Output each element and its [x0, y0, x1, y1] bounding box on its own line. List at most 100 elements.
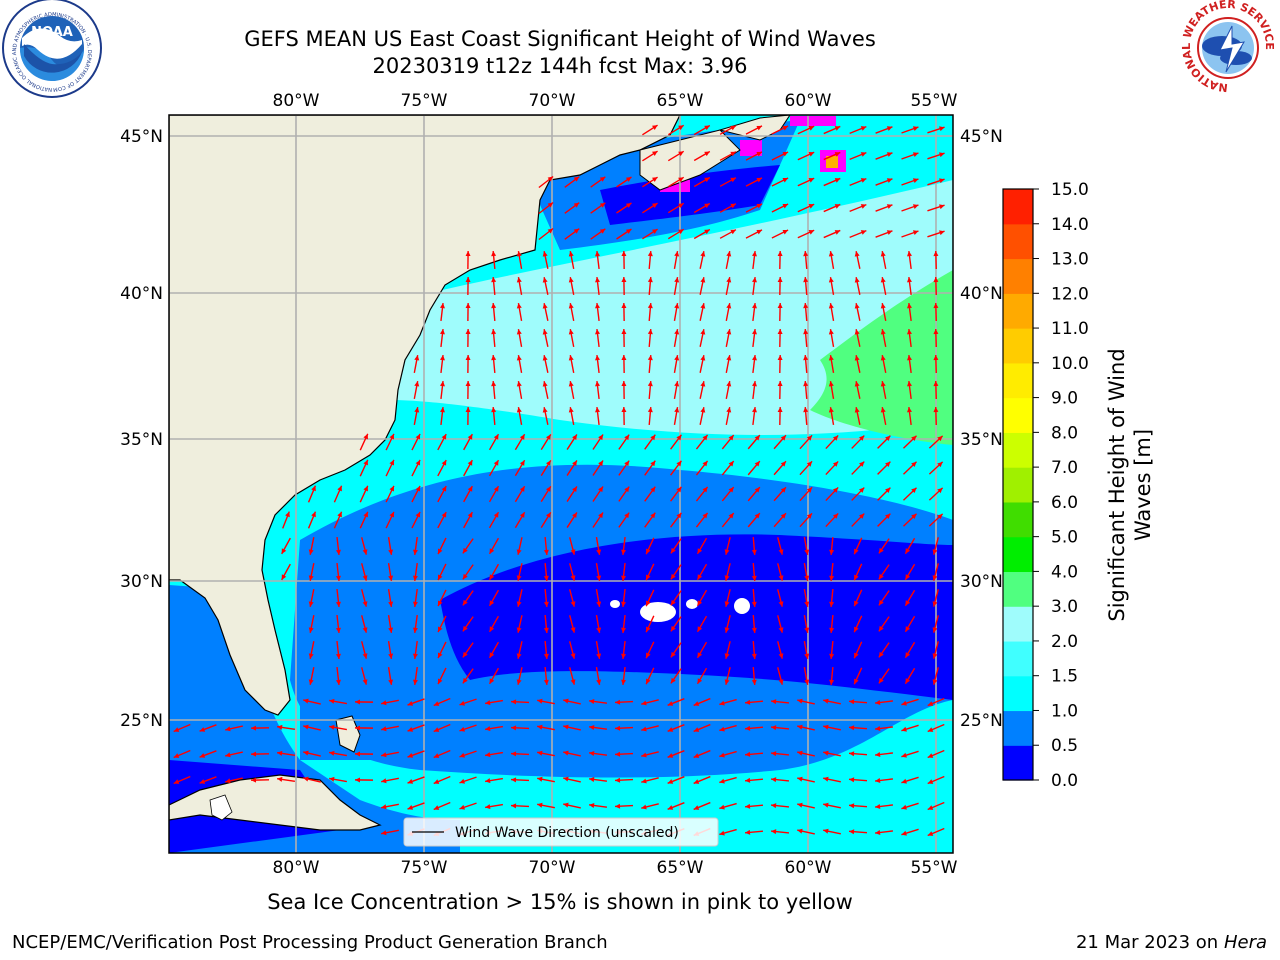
- wind-wave-arrow: [543, 562, 549, 582]
- wind-wave-arrow: [696, 537, 708, 555]
- wind-wave-arrow: [699, 355, 706, 373]
- wind-wave-arrow: [488, 563, 500, 581]
- wind-wave-arrow: [773, 434, 787, 450]
- wind-wave-arrow: [803, 250, 809, 270]
- lat-label-left: 35°N: [120, 430, 163, 450]
- colorbar-segment: [1003, 328, 1033, 364]
- wind-wave-arrow: [849, 203, 867, 213]
- wind-wave-arrow: [588, 777, 608, 782]
- wind-wave-arrow: [566, 460, 578, 476]
- wind-wave-arrow: [510, 751, 530, 757]
- wind-wave-arrow: [667, 228, 685, 240]
- wind-wave-arrow: [902, 461, 918, 475]
- colorbar-tick-label: 10.0: [1051, 354, 1089, 374]
- wind-wave-arrow: [361, 563, 368, 581]
- wind-wave-arrow: [621, 302, 627, 322]
- wind-wave-arrow: [354, 777, 374, 783]
- wind-wave-arrow: [568, 251, 575, 269]
- wind-wave-arrow: [618, 512, 630, 528]
- lat-label-left: 45°N: [120, 127, 163, 147]
- wind-wave-arrow: [721, 460, 735, 476]
- wind-wave-arrow: [537, 776, 555, 783]
- wind-wave-arrow: [693, 176, 711, 188]
- wind-wave-arrow: [282, 511, 290, 529]
- lon-label-bottom: 55°W: [911, 858, 958, 878]
- wind-wave-arrow: [751, 614, 757, 634]
- wind-wave-arrow: [853, 589, 863, 607]
- wind-wave-arrow: [933, 354, 939, 374]
- wind-wave-arrow: [459, 750, 477, 758]
- lon-label-top: 70°W: [529, 91, 576, 111]
- wind-wave-arrow: [568, 303, 575, 321]
- wind-wave-arrow: [647, 250, 653, 270]
- wind-wave-arrow: [437, 511, 447, 529]
- wind-wave-arrow: [592, 460, 604, 476]
- wind-wave-arrow: [491, 302, 497, 322]
- wind-wave-arrow: [564, 228, 580, 240]
- wind-wave-arrow: [439, 406, 445, 426]
- wind-wave-arrow: [828, 355, 835, 373]
- wind-wave-arrow: [465, 406, 471, 426]
- wind-wave-arrow: [281, 537, 291, 555]
- wind-wave-arrow: [644, 512, 656, 528]
- wind-wave-arrow: [875, 230, 893, 238]
- wind-wave-arrow: [829, 640, 835, 660]
- wind-wave-arrow: [543, 536, 549, 556]
- wind-wave-arrow: [745, 125, 763, 135]
- wind-wave-arrow: [588, 699, 608, 704]
- wind-wave-arrow: [670, 668, 682, 684]
- wind-wave-arrow: [823, 177, 841, 187]
- lat-label-right: 40°N: [960, 284, 1003, 304]
- wind-wave-arrow: [725, 407, 732, 425]
- wind-wave-arrow: [459, 802, 477, 810]
- wind-wave-arrow: [484, 725, 504, 732]
- wind-wave-arrow: [595, 589, 602, 607]
- wind-wave-arrow: [463, 485, 473, 503]
- wind-wave-arrow: [595, 563, 602, 581]
- wind-wave-arrow: [875, 152, 893, 160]
- wind-wave-arrow: [719, 125, 737, 135]
- wind-wave-arrow: [829, 588, 835, 608]
- wind-wave-arrow: [932, 537, 939, 555]
- wind-wave-arrow: [411, 485, 421, 503]
- colorbar-tick-label: 14.0: [1051, 215, 1089, 235]
- wind-wave-arrow: [744, 699, 764, 705]
- wind-wave-arrow: [724, 589, 731, 607]
- colorbar-tick-label: 15.0: [1051, 180, 1089, 200]
- wind-wave-arrow: [595, 537, 602, 555]
- wind-wave-arrow: [667, 202, 685, 214]
- wind-wave-arrow: [880, 329, 887, 347]
- wind-wave-arrow: [770, 699, 790, 705]
- wind-wave-arrow: [439, 354, 445, 374]
- wind-wave-arrow: [752, 250, 757, 270]
- wind-wave-arrow: [901, 724, 919, 732]
- wind-wave-arrow: [744, 829, 764, 835]
- wind-wave-arrow: [569, 641, 576, 659]
- wind-wave-arrow: [719, 151, 737, 161]
- wind-wave-arrow: [823, 698, 841, 705]
- wind-wave-arrow: [488, 589, 500, 607]
- wind-wave-arrow: [433, 801, 451, 811]
- wind-wave-arrow: [510, 803, 530, 809]
- wind-wave-arrow: [875, 178, 893, 186]
- wind-wave-arrow: [771, 125, 789, 135]
- wind-wave-arrow: [359, 485, 369, 503]
- colorbar-segment: [1003, 571, 1033, 607]
- wind-wave-arrow: [437, 667, 447, 685]
- wind-wave-arrow: [595, 328, 601, 348]
- wind-wave-arrow: [670, 616, 682, 632]
- wind-wave-arrow: [853, 615, 863, 633]
- wind-wave-arrow: [803, 537, 810, 555]
- wind-wave-arrow: [516, 537, 523, 555]
- wind-wave-arrow: [744, 777, 764, 783]
- wind-wave-arrow: [437, 485, 447, 503]
- wind-wave-arrow: [770, 777, 790, 783]
- wind-wave-arrow: [566, 434, 578, 450]
- colorbar-tick-label: 2.0: [1051, 632, 1078, 652]
- wind-wave-arrow: [773, 460, 787, 476]
- wind-wave-arrow: [667, 802, 685, 810]
- footer-right: 21 Mar 2023 on Hera: [1076, 932, 1267, 953]
- wind-wave-arrow: [904, 563, 916, 581]
- wind-wave-arrow: [667, 176, 685, 188]
- wind-wave-arrow: [361, 667, 368, 685]
